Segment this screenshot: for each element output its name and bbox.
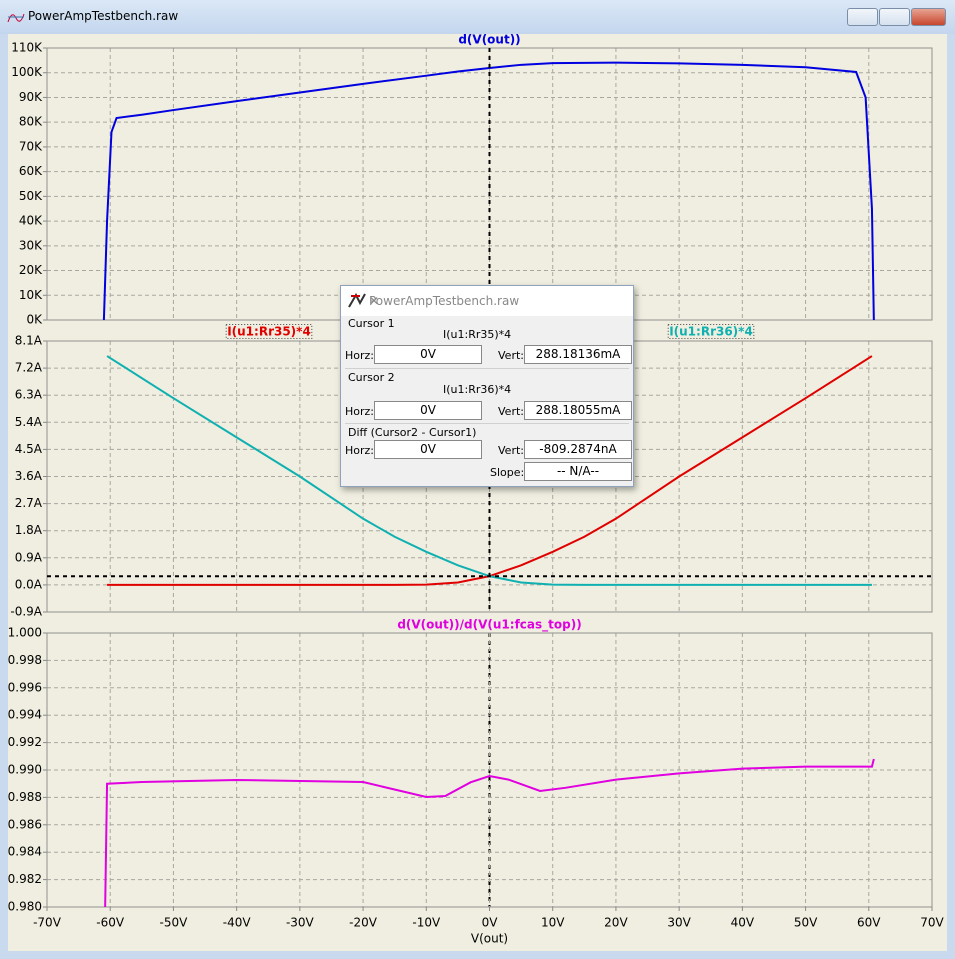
x-tick-label: 20V	[604, 916, 628, 930]
maximize-button[interactable]	[879, 8, 910, 26]
x-tick-label: -10V	[412, 916, 441, 930]
y-tick-label: 1.8A	[15, 523, 43, 537]
y-tick-label: 3.6A	[15, 469, 43, 483]
y-tick-label: 2.7A	[15, 496, 43, 510]
y-tick-label: 0.992	[8, 735, 42, 749]
title-bar: PowerAmpTestbench.raw	[0, 0, 955, 34]
pane-background	[8, 34, 947, 951]
x-tick-label: -50V	[160, 916, 189, 930]
field-label: Vert:	[498, 405, 524, 418]
y-tick-label: 1.000	[8, 626, 42, 640]
x-tick-label: -30V	[286, 916, 315, 930]
dialog-title: PowerAmpTestbench.raw	[369, 294, 520, 308]
x-axis-label: V(out)	[471, 932, 508, 946]
y-tick-label: 30K	[19, 238, 43, 252]
cursor-dialog[interactable]: PowerAmpTestbench.raw ✕ Cursor 1 I(u1:Rr…	[340, 285, 634, 487]
trace-name: I(u1:Rr36)*4	[443, 383, 512, 396]
dialog-icon	[348, 293, 366, 308]
field-label: Horz:	[345, 444, 375, 457]
field-label: Slope:	[490, 466, 525, 479]
field-label: Vert:	[498, 349, 524, 362]
slope-field[interactable]: -- N/A--	[524, 462, 632, 481]
y-tick-label: 110K	[11, 41, 43, 55]
x-tick-label: -70V	[33, 916, 62, 930]
x-tick-label: 70V	[920, 916, 944, 930]
y-tick-label: 0.980	[8, 900, 42, 914]
y-tick-label: 0.994	[8, 708, 42, 722]
x-tick-label: 40V	[731, 916, 755, 930]
x-tick-label: 60V	[857, 916, 881, 930]
trace-label: I(u1:Rr35)*4	[227, 325, 311, 339]
separator	[345, 423, 629, 424]
vert-field[interactable]: 288.18055mA	[524, 401, 632, 420]
section-heading: Cursor 1	[348, 317, 395, 330]
y-tick-label: 5.4A	[15, 415, 43, 429]
horz-field[interactable]: 0V	[374, 440, 482, 459]
y-tick-label: 6.3A	[15, 388, 43, 402]
label-box	[225, 324, 313, 339]
x-tick-label: -20V	[349, 916, 378, 930]
y-tick-label: 0.984	[8, 845, 42, 859]
trace-label: I(u1:Rr36)*4	[669, 325, 753, 339]
y-tick-label: 0.990	[8, 763, 42, 777]
x-tick-label: -60V	[96, 916, 125, 930]
label-box	[667, 324, 755, 339]
minimize-button[interactable]	[847, 8, 878, 26]
horz-field[interactable]: 0V	[374, 401, 482, 420]
y-tick-label: 90K	[19, 90, 43, 104]
trace	[104, 758, 875, 908]
trace	[102, 61, 875, 321]
y-tick-label: 70K	[19, 139, 43, 153]
y-tick-label: 50K	[19, 189, 43, 203]
y-tick-label: 0.982	[8, 872, 42, 886]
y-tick-label: 100K	[11, 65, 43, 79]
trace-name: I(u1:Rr35)*4	[443, 328, 512, 341]
x-tick-label: 30V	[667, 916, 691, 930]
close-button[interactable]	[911, 8, 946, 26]
y-tick-label: 0.986	[8, 817, 42, 831]
y-tick-label: 0.9A	[15, 550, 43, 564]
y-tick-label: 8.1A	[15, 334, 43, 348]
y-tick-label: 0K	[26, 313, 43, 327]
separator	[345, 368, 629, 369]
y-tick-label: 10K	[19, 288, 43, 302]
x-tick-label: 10V	[541, 916, 565, 930]
field-label: Horz:	[345, 349, 375, 362]
y-tick-label: 0.998	[8, 653, 42, 667]
horz-field[interactable]: 0V	[374, 345, 482, 364]
y-tick-label: 20K	[19, 263, 43, 277]
y-tick-label: 7.2A	[15, 361, 43, 375]
y-tick-label: 0.988	[8, 790, 42, 804]
window-title: PowerAmpTestbench.raw	[28, 9, 179, 23]
vert-field[interactable]: -809.2874nA	[524, 440, 632, 459]
x-tick-label: -40V	[223, 916, 252, 930]
dialog-title-bar: PowerAmpTestbench.raw ✕	[341, 286, 633, 316]
section-heading: Diff (Cursor2 - Cursor1)	[348, 426, 477, 439]
y-tick-label: 0.996	[8, 680, 42, 694]
x-tick-label: 50V	[794, 916, 818, 930]
field-label: Vert:	[498, 444, 524, 457]
trace-label: d(V(out))/d(V(u1:fcas_top))	[397, 618, 581, 633]
x-tick-label: 0V	[482, 916, 499, 930]
app-icon	[7, 13, 25, 23]
y-tick-label: 0.0A	[15, 577, 43, 591]
y-tick-label: -0.9A	[10, 605, 42, 619]
field-label: Horz:	[345, 405, 375, 418]
y-tick-label: 40K	[19, 214, 43, 228]
trace-label: d(V(out))	[458, 33, 520, 47]
dialog-close[interactable]: ✕	[369, 294, 380, 308]
section-heading: Cursor 2	[348, 371, 395, 384]
y-tick-label: 60K	[19, 164, 43, 178]
y-tick-label: 80K	[19, 115, 43, 129]
y-tick-label: 4.5A	[15, 442, 43, 456]
vert-field[interactable]: 288.18136mA	[524, 345, 632, 364]
